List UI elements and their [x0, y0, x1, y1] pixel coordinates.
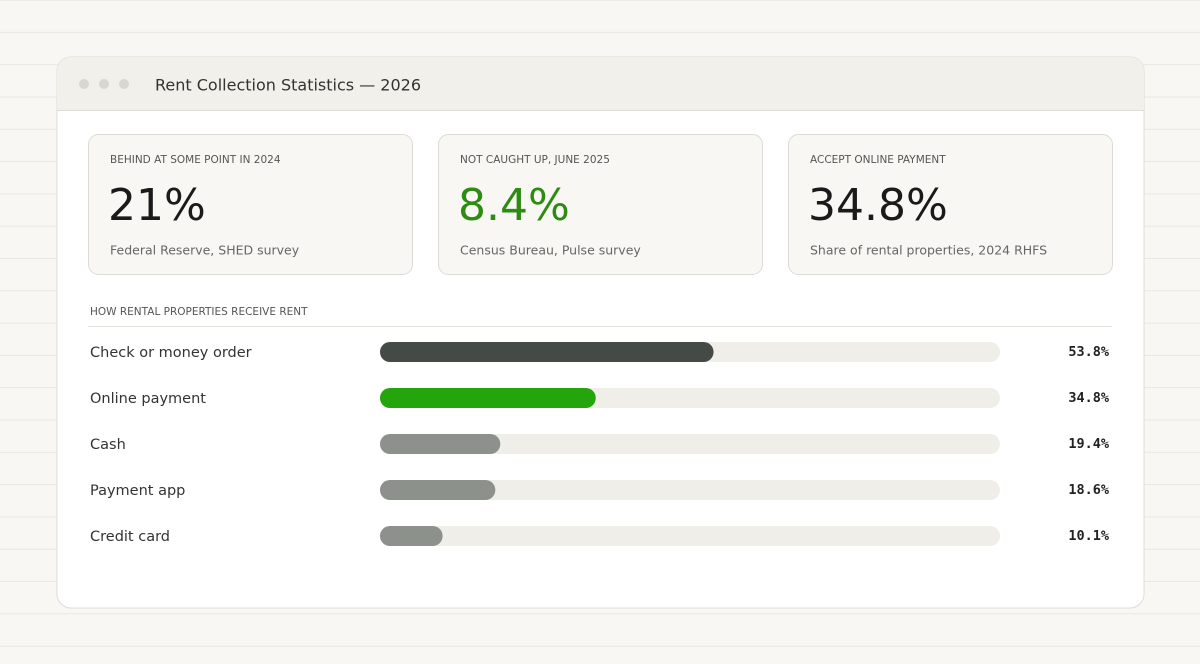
category-label: Credit card [90, 529, 170, 545]
card-value: 21% [108, 180, 206, 231]
bar-track [380, 480, 1000, 500]
card-note: Federal Reserve, SHED survey [110, 243, 300, 258]
card-value: 8.4% [458, 180, 570, 231]
window-title: Rent Collection Statistics — 2026 [155, 76, 421, 95]
stat-card [788, 134, 1113, 275]
category-label: Payment app [90, 483, 185, 499]
chart-title: HOW RENTAL PROPERTIES RECEIVE RENT [90, 306, 308, 318]
cards: BEHIND AT SOME POINT IN 2024 21% Federal R… [88, 134, 1113, 275]
card-note: Census Bureau, Pulse survey [460, 243, 641, 258]
value-label: 10.1% [1068, 528, 1110, 544]
stat-card [438, 134, 763, 275]
window-dot [79, 79, 89, 89]
card-label: ACCEPT ONLINE PAYMENT [810, 154, 946, 166]
category-label: Cash [90, 437, 126, 453]
stat-card [88, 134, 413, 275]
bar-track [380, 526, 1000, 546]
bar [380, 342, 714, 362]
window-dot [99, 79, 109, 89]
bar [380, 388, 596, 408]
bar [380, 434, 501, 454]
bar [380, 526, 443, 546]
category-label: Online payment [90, 391, 206, 407]
value-label: 18.6% [1068, 482, 1110, 498]
title-bar [57, 57, 1144, 110]
window-dot [119, 79, 129, 89]
bar-track [380, 434, 1000, 454]
bar [380, 480, 496, 500]
value-label: 53.8% [1068, 344, 1110, 360]
card-value: 34.8% [808, 180, 948, 231]
card-label: BEHIND AT SOME POINT IN 2024 [110, 154, 281, 166]
card-label: NOT CAUGHT UP, JUNE 2025 [460, 154, 610, 166]
bar-chart: Check or money order 53.8% Online payment 3… [90, 342, 1110, 546]
category-label: Check or money order [90, 345, 252, 361]
value-label: 19.4% [1068, 436, 1110, 452]
value-label: 34.8% [1068, 390, 1110, 406]
card-note: Share of rental properties, 2024 RHFS [810, 243, 1047, 258]
